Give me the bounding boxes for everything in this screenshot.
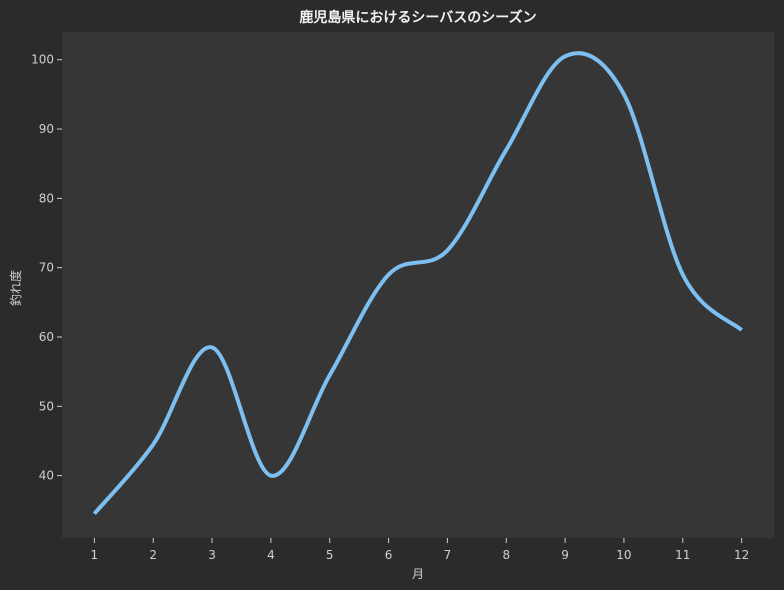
x-tick-label: 9 — [561, 548, 569, 562]
x-tick-label: 7 — [444, 548, 452, 562]
x-tick-label: 8 — [502, 548, 510, 562]
x-tick-label: 12 — [734, 548, 749, 562]
x-tick-label: 5 — [326, 548, 334, 562]
series-layer — [92, 51, 744, 516]
y-tick-label: 90 — [39, 122, 54, 136]
y-tick-label: 40 — [39, 469, 54, 483]
x-tick-label: 10 — [616, 548, 631, 562]
series-line — [92, 51, 744, 516]
y-tick-label: 70 — [39, 261, 54, 275]
y-tick-label: 50 — [39, 399, 54, 413]
x-tick-label: 4 — [267, 548, 275, 562]
x-tick-label: 3 — [208, 548, 216, 562]
chart-title: 鹿児島県におけるシーバスのシーズン — [298, 9, 536, 26]
y-axis-label: 釣れ度 — [8, 270, 23, 306]
x-tick-label: 6 — [385, 548, 393, 562]
x-tick-label: 11 — [675, 548, 690, 562]
y-tick-label: 60 — [39, 330, 54, 344]
y-tick-label: 100 — [31, 53, 54, 67]
x-axis: 1 2 3 4 5 6 7 8 9 10 11 12 — [91, 538, 749, 562]
x-axis-label: 月 — [412, 567, 424, 581]
y-tick-label: 80 — [39, 191, 54, 205]
y-axis: 40 50 60 70 80 90 100 — [31, 53, 62, 483]
x-tick-label: 1 — [91, 548, 99, 562]
x-tick-label: 2 — [149, 548, 157, 562]
plot-area — [62, 32, 774, 538]
